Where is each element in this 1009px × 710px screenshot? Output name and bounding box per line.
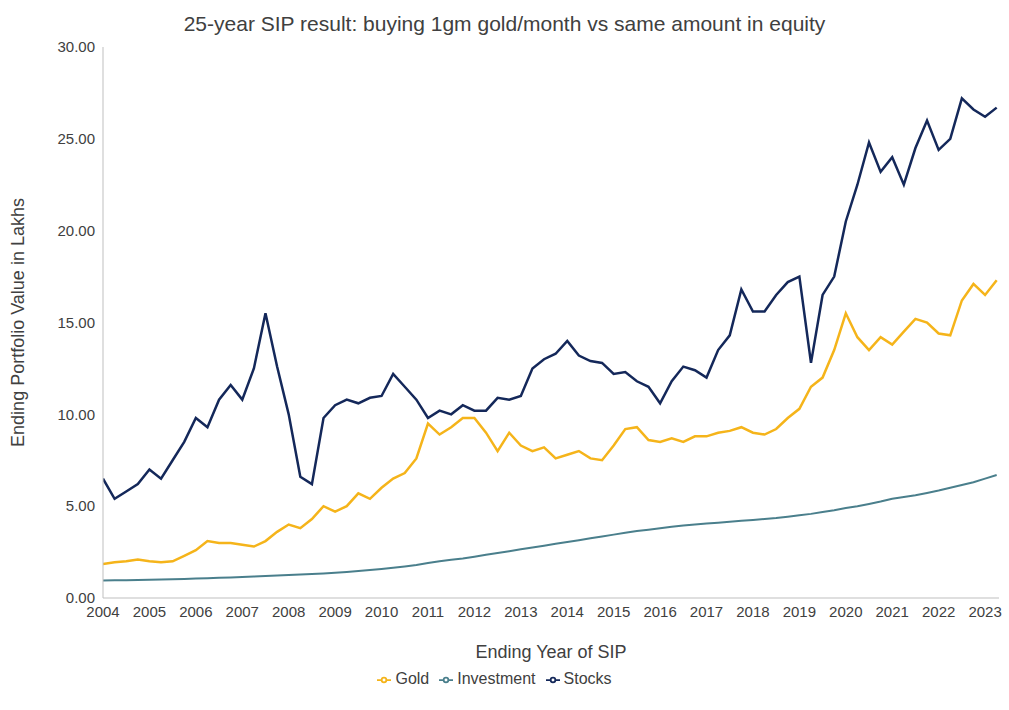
svg-text:Ending Year of SIP: Ending Year of SIP	[475, 642, 626, 662]
svg-text:2007: 2007	[226, 603, 259, 620]
svg-text:2020: 2020	[829, 603, 862, 620]
svg-text:2011: 2011	[412, 603, 444, 620]
svg-text:2018: 2018	[736, 603, 769, 620]
svg-text:15.00: 15.00	[57, 314, 95, 331]
svg-text:2012: 2012	[458, 603, 491, 620]
svg-text:2005: 2005	[133, 603, 166, 620]
html-text:25-year SIP result: buying 1gm: 25-year SIP result: buying 1gm gold/mont…	[183, 12, 826, 35]
html-text:Stocks: Stocks	[563, 670, 612, 687]
svg-text:5.00: 5.00	[66, 497, 95, 514]
svg-text:2014: 2014	[551, 603, 584, 620]
svg-text:2008: 2008	[272, 603, 305, 620]
html-text:Investment: Investment	[457, 670, 536, 687]
svg-text:30.00: 30.00	[57, 38, 95, 55]
svg-text:Ending Portfolio Value in Lakh: Ending Portfolio Value in Lakhs	[8, 198, 28, 447]
svg-text:2015: 2015	[597, 603, 630, 620]
svg-text:2022: 2022	[922, 603, 955, 620]
svg-text:2021: 2021	[876, 603, 909, 620]
svg-text:10.00: 10.00	[57, 406, 95, 423]
svg-text:2004: 2004	[86, 602, 120, 620]
svg-text:2010: 2010	[365, 603, 398, 620]
svg-text:25.00: 25.00	[57, 130, 95, 147]
svg-text:2019: 2019	[783, 603, 816, 620]
svg-text:0.00: 0.00	[66, 589, 95, 606]
html-text:Gold: Gold	[395, 670, 430, 687]
svg-text:2013: 2013	[504, 603, 537, 620]
svg-text:2006: 2006	[179, 603, 212, 620]
svg-text:20.00: 20.00	[57, 222, 95, 239]
svg-text:2017: 2017	[690, 603, 723, 620]
svg-text:2023: 2023	[968, 603, 1001, 620]
svg-text:2009: 2009	[318, 603, 351, 620]
svg-text:2016: 2016	[643, 603, 676, 620]
